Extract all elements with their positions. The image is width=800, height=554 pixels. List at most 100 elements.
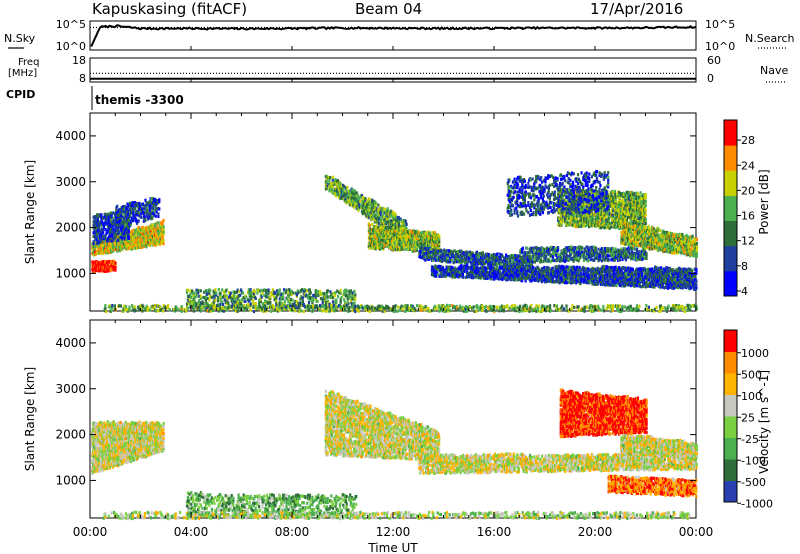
data-cell bbox=[129, 203, 132, 207]
data-cell bbox=[388, 225, 391, 229]
data-cell bbox=[101, 252, 104, 256]
data-cell bbox=[162, 225, 165, 229]
data-cell bbox=[615, 284, 618, 288]
data-cell bbox=[376, 222, 379, 226]
data-cell bbox=[96, 232, 99, 237]
data-cell bbox=[379, 213, 382, 217]
data-cell bbox=[428, 231, 431, 235]
data-cell bbox=[106, 221, 109, 226]
data-cell bbox=[144, 198, 147, 202]
data-cell bbox=[108, 219, 111, 223]
data-cell bbox=[367, 216, 370, 220]
data-cell bbox=[112, 211, 115, 215]
data-cell bbox=[362, 203, 365, 207]
station-title: Kapuskasing (fitACF) bbox=[92, 0, 248, 18]
data-cell bbox=[421, 230, 424, 234]
data-cell bbox=[404, 219, 407, 223]
data-cell bbox=[120, 236, 124, 240]
data-cell bbox=[96, 219, 99, 223]
data-cell bbox=[136, 204, 139, 208]
data-cell bbox=[115, 213, 118, 217]
nsearch-label: N.Search bbox=[745, 32, 795, 45]
data-cell bbox=[112, 238, 115, 242]
data-cell bbox=[356, 193, 359, 197]
data-cell bbox=[427, 243, 430, 247]
data-cell bbox=[336, 192, 339, 196]
data-cell bbox=[344, 196, 347, 200]
data-cell bbox=[361, 210, 364, 214]
data-cell bbox=[121, 225, 124, 229]
data-cell bbox=[109, 216, 112, 220]
data-cell bbox=[117, 213, 120, 217]
data-cell bbox=[380, 216, 383, 220]
data-cell bbox=[127, 243, 130, 248]
data-cell bbox=[356, 206, 359, 210]
data-cell bbox=[119, 221, 122, 225]
nave-label: Nave bbox=[760, 64, 788, 77]
data-cell bbox=[160, 238, 163, 242]
data-cell bbox=[126, 222, 129, 227]
data-cell bbox=[378, 218, 381, 222]
data-cell bbox=[524, 259, 527, 263]
data-cell bbox=[127, 219, 130, 223]
data-cell bbox=[108, 213, 111, 217]
freq-tick-bottom: 8 bbox=[79, 72, 86, 85]
data-cell bbox=[364, 211, 367, 215]
data-cell bbox=[124, 223, 127, 227]
data-cell bbox=[398, 225, 401, 229]
data-cell bbox=[108, 215, 111, 219]
data-cell bbox=[117, 220, 120, 224]
data-cell bbox=[102, 228, 105, 232]
data-cell bbox=[373, 236, 376, 240]
data-cell bbox=[142, 228, 145, 233]
data-cell bbox=[124, 215, 127, 219]
data-cell bbox=[379, 219, 382, 223]
data-cell bbox=[419, 242, 422, 246]
data-cell bbox=[92, 240, 95, 244]
data-cell bbox=[526, 246, 529, 250]
freq-label: Freq bbox=[18, 57, 39, 68]
data-cell bbox=[141, 207, 144, 211]
data-cell bbox=[141, 225, 145, 230]
data-cell bbox=[123, 233, 126, 237]
data-cell bbox=[387, 209, 390, 213]
data-cell bbox=[397, 216, 400, 220]
data-cell bbox=[117, 210, 120, 214]
data-cell bbox=[154, 207, 157, 211]
data-cell bbox=[331, 178, 334, 183]
data-cell bbox=[400, 230, 403, 235]
data-cell bbox=[157, 242, 160, 246]
data-cell bbox=[398, 242, 401, 247]
data-cell bbox=[391, 224, 394, 228]
data-cell bbox=[132, 244, 135, 248]
data-cell bbox=[116, 242, 119, 246]
data-cell bbox=[147, 204, 150, 208]
data-cell bbox=[357, 208, 360, 212]
data-cell bbox=[96, 214, 99, 218]
data-cell bbox=[360, 203, 364, 207]
data-cell bbox=[152, 208, 155, 212]
data-cell bbox=[429, 234, 432, 238]
data-cell bbox=[121, 247, 124, 251]
data-cell bbox=[160, 229, 163, 233]
data-cell bbox=[392, 238, 395, 242]
data-cell bbox=[342, 184, 346, 189]
data-cell bbox=[366, 205, 369, 209]
data-cell bbox=[162, 227, 165, 232]
data-cell bbox=[381, 214, 384, 218]
data-cell bbox=[118, 249, 121, 253]
data-cell bbox=[578, 265, 581, 270]
data-cell bbox=[100, 224, 103, 228]
nsky-label: N.Sky bbox=[4, 32, 36, 45]
data-cell bbox=[115, 208, 118, 212]
data-cell bbox=[371, 200, 374, 204]
data-cell bbox=[355, 191, 358, 195]
data-cell bbox=[145, 245, 148, 249]
data-cell bbox=[108, 238, 111, 242]
data-cell bbox=[367, 244, 370, 248]
data-cell bbox=[124, 212, 127, 216]
data-cell bbox=[398, 245, 401, 249]
data-cell bbox=[153, 203, 156, 208]
data-cell bbox=[111, 233, 114, 237]
data-cell bbox=[415, 229, 418, 233]
